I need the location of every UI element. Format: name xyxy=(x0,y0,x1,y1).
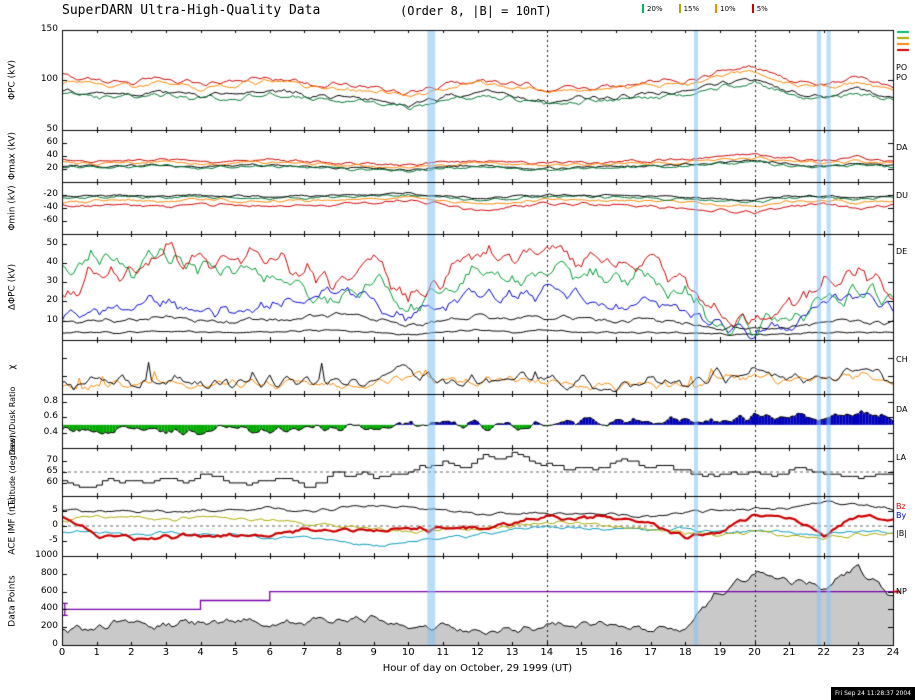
x-tick-label: 20 xyxy=(748,647,761,658)
legend-item: 20% xyxy=(642,4,663,13)
right-panel-label: CH xyxy=(896,355,908,364)
x-tick-label: 22 xyxy=(817,647,831,658)
right-panel-label: By xyxy=(896,511,907,520)
y-tick-label: 0 xyxy=(52,520,58,530)
x-tick-label: 15 xyxy=(575,647,588,658)
y-axis-title: ΔΦPC (kV) xyxy=(7,263,18,311)
x-tick-label: 6 xyxy=(266,647,273,658)
y-tick-label: 0.6 xyxy=(43,411,58,422)
y-tick-label: 0.4 xyxy=(43,426,58,437)
x-tick-label: 1 xyxy=(93,647,100,658)
legend-label: 20% xyxy=(647,4,663,13)
x-tick-label: 16 xyxy=(609,647,623,658)
legend-color-tick xyxy=(751,4,754,13)
right-panel-label: |B| xyxy=(896,529,907,538)
plot-subtitle: (Order 8, |B| = 10nT) xyxy=(400,4,552,18)
y-axis-title: χ xyxy=(7,364,18,370)
y-tick-label: -60 xyxy=(43,215,58,225)
x-tick-label: 0 xyxy=(58,647,66,658)
right-panel-label: DA xyxy=(896,143,908,152)
right-panel-label: PO xyxy=(896,63,908,72)
right-panel-label: DU xyxy=(896,191,909,200)
y-tick-label: 70 xyxy=(46,455,58,466)
legend-item: 10% xyxy=(715,4,736,13)
y-tick-label: 10 xyxy=(46,314,58,325)
y-tick-label: 600 xyxy=(40,585,58,596)
y-tick-label: 40 xyxy=(46,256,58,267)
legend: 20% 15% 10% 5% xyxy=(642,4,768,13)
x-tick-label: 11 xyxy=(436,647,450,658)
x-tick-label: 17 xyxy=(644,647,657,658)
legend-item: 5% xyxy=(751,4,768,13)
y-tick-label: 50 xyxy=(46,237,58,248)
y-tick-label: 400 xyxy=(40,603,58,614)
x-tick-label: 24 xyxy=(886,647,900,658)
x-tick-label: 4 xyxy=(197,647,204,658)
legend-color-tick xyxy=(715,4,718,13)
x-tick-label: 9 xyxy=(370,647,377,658)
x-tick-label: 13 xyxy=(505,647,519,658)
x-tick-label: 23 xyxy=(852,647,865,658)
y-tick-label: 40 xyxy=(46,150,58,160)
legend-item: 15% xyxy=(678,4,700,13)
y-tick-label: 5 xyxy=(52,505,58,515)
right-panel-label: PO xyxy=(896,73,908,82)
right-panel-label: LA xyxy=(896,453,907,462)
y-axis-title: Data Points xyxy=(7,574,18,627)
y-tick-label: -20 xyxy=(43,189,58,199)
y-tick-label: 20 xyxy=(46,163,58,173)
legend-label: 15% xyxy=(683,4,700,13)
x-tick-label: 7 xyxy=(301,647,308,658)
y-tick-label: 1000 xyxy=(35,550,58,560)
y-tick-label: 800 xyxy=(40,567,58,578)
y-tick-label: 0 xyxy=(52,639,58,649)
right-panel-label: DA xyxy=(896,405,908,414)
legend-color-tick xyxy=(678,4,681,13)
x-tick-label: 3 xyxy=(162,647,170,658)
right-panel-label: NP xyxy=(896,587,907,596)
y-tick-label: 30 xyxy=(46,276,58,287)
x-tick-label: 14 xyxy=(540,647,554,658)
legend-color-tick xyxy=(642,4,644,13)
x-tick-label: 8 xyxy=(335,647,343,658)
right-panel-label: Bz xyxy=(896,502,906,511)
y-tick-label: 100 xyxy=(40,74,58,84)
y-axis-title: ΦPC (kV) xyxy=(7,59,18,101)
y-tick-label: 60 xyxy=(46,476,58,487)
x-tick-label: 18 xyxy=(678,647,692,658)
legend-label: 5% xyxy=(756,4,768,13)
x-tick-label: 2 xyxy=(128,647,135,658)
y-tick-label: 50 xyxy=(46,124,58,134)
x-tick-label: 10 xyxy=(401,647,415,658)
y-tick-label: -5 xyxy=(49,535,58,545)
legend-label: 10% xyxy=(720,4,736,13)
y-tick-label: 0.8 xyxy=(43,395,58,406)
y-tick-label: 65 xyxy=(46,466,58,476)
y-tick-label: -40 xyxy=(43,202,58,212)
y-tick-label: 150 xyxy=(40,24,58,34)
y-axis-title: Φmin (kV) xyxy=(7,185,18,231)
right-panel-label: DE xyxy=(896,247,908,256)
y-axis-title: ACE IMF (nT) xyxy=(7,497,18,555)
y-tick-label: 60 xyxy=(46,137,58,147)
y-axis-title: Φmax (kV) xyxy=(7,132,18,180)
x-tick-label: 5 xyxy=(231,647,239,658)
x-axis-title: Hour of day on October, 29 1999 (UT) xyxy=(382,663,573,674)
x-tick-label: 19 xyxy=(713,647,727,658)
x-tick-label: 12 xyxy=(471,647,484,658)
timestamp: Fri Sep 24 11:28:37 2004 xyxy=(831,687,915,700)
y-tick-label: 20 xyxy=(46,295,58,306)
plot-title: SuperDARN Ultra-High-Quality Data xyxy=(62,3,321,18)
y-tick-label: 200 xyxy=(40,621,58,632)
x-tick-label: 21 xyxy=(782,647,796,658)
